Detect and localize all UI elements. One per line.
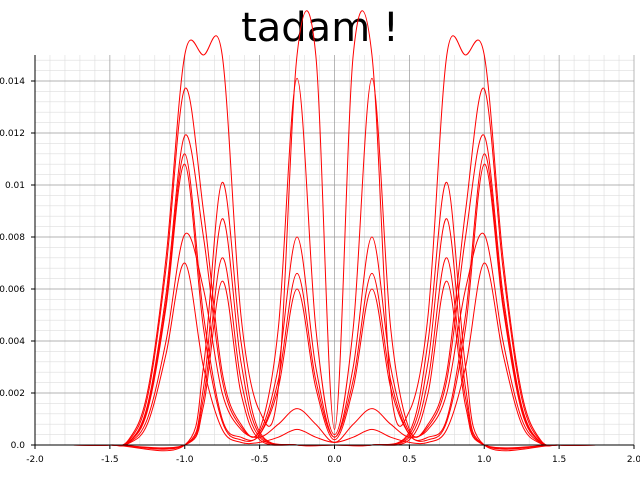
series-line-5 xyxy=(35,163,634,447)
chart-title: tadam ! xyxy=(241,5,399,51)
series-line-7 xyxy=(35,262,634,446)
axes xyxy=(31,55,635,449)
series-line-2 xyxy=(35,77,634,447)
x-tick-label: -1.0 xyxy=(176,455,194,465)
series-layer xyxy=(35,10,634,452)
series-line-1 xyxy=(35,10,634,446)
y-tick-label: 0.014 xyxy=(0,77,25,87)
y-tick-label: 0.012 xyxy=(0,129,25,139)
x-tick-label: -2.0 xyxy=(26,455,44,465)
x-tick-label: 1.5 xyxy=(552,455,566,465)
y-tick-label: 0.006 xyxy=(0,285,25,295)
x-tick-label: -1.5 xyxy=(101,455,119,465)
x-tick-label: -0.5 xyxy=(251,455,269,465)
x-tick-label: 1.0 xyxy=(477,455,492,465)
minor-grid xyxy=(35,55,634,445)
y-tick-label: 0.002 xyxy=(0,389,25,399)
series-line-4 xyxy=(35,153,634,447)
x-tick-label: 0.5 xyxy=(402,455,416,465)
tick-labels: -2.0 -1.5 -1.0 -0.5 0.0 0.5 1.0 1.5 2.0 0.0 0.002 0… xyxy=(0,77,640,465)
y-tick-label: 0.01 xyxy=(5,181,25,191)
y-tick-label: 0.008 xyxy=(0,233,25,243)
y-tick-label: 0.004 xyxy=(0,337,25,347)
x-tick-label: 0.0 xyxy=(327,455,342,465)
y-tick-label: 0.0 xyxy=(11,441,26,451)
x-tick-label: 2.0 xyxy=(627,455,640,465)
